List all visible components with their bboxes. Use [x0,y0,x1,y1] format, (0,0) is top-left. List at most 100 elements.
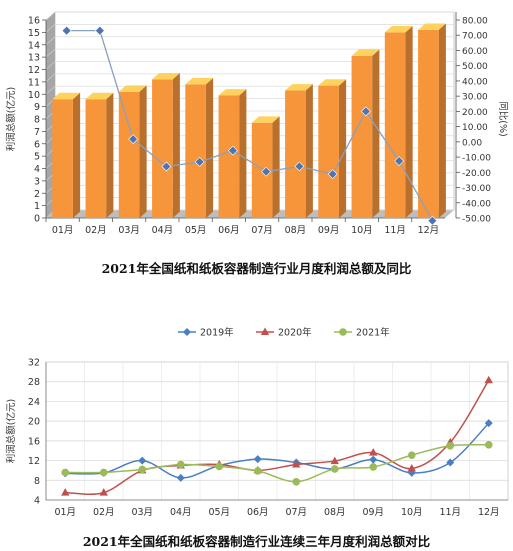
y-tick-label: 12 [28,456,40,467]
x-tick-label: 10月 [401,507,423,518]
y2-tick-label: -50.00 [462,215,491,225]
bar-top [185,77,214,85]
bar [251,116,280,218]
y-axis-title: 利润总额(亿元) [5,399,17,463]
x-tick-label: 06月 [247,507,269,518]
bar [118,85,147,218]
bar-side [305,84,313,218]
y2-tick-label: -30.00 [462,184,491,194]
x-tick-label: 03月 [118,225,140,236]
bar-front [152,79,173,219]
bar-front [384,32,406,218]
x-tick-label: 01月 [52,225,74,236]
bar [351,49,380,219]
bar-side [72,92,81,218]
y-tick-label: 3 [34,176,40,187]
profit-yoy-bar-chart: 012345678910111213141516-50.00-40.00-30.… [5,11,509,236]
circle-marker [369,463,378,471]
legend-item: 2019年 [178,327,234,339]
x-tick-label: 12月 [418,225,440,236]
circle-marker [446,441,455,450]
bar-top [251,116,280,123]
bar [185,77,214,218]
y-tick-label: 16 [28,16,40,27]
circle-marker [61,468,70,477]
yoy-marker [327,169,338,180]
y-tick-label: 8 [34,476,40,487]
y-tick-label: 8 [34,115,40,126]
y-tick-label: 24 [28,397,40,408]
bar [85,92,114,218]
y2-tick-label: 50.00 [462,62,488,72]
triangle-marker [407,463,416,472]
bar-front [251,122,273,218]
x-tick-label: 02月 [93,507,115,518]
bar [218,89,247,219]
bar-front [85,99,107,218]
diamond-marker [484,419,493,428]
chart2-caption: 2021年全国纸和纸板容器制造行业连续三年月度利润总额对比 [82,534,431,549]
gridline-depth [45,61,56,70]
y-tick-label: 20 [28,417,40,428]
y-tick-label: 2 [34,189,40,200]
bar-side [205,77,214,218]
triangle-marker [61,488,70,496]
circle-marker [407,451,416,459]
bar-front [218,95,240,218]
bar-top [85,92,114,100]
bar-side [239,89,247,219]
y-tick-label: 6 [34,139,40,150]
circle-marker [99,468,108,477]
triangle-marker [292,460,301,468]
gridline-depth [45,48,56,58]
bar [285,84,313,218]
yoy-line [66,30,433,222]
circle-marker [138,465,147,474]
bar-front [185,84,206,218]
y2-tick-label: 0.00 [462,138,482,148]
x-tick-label: 06月 [218,225,240,236]
x-tick-label: 08月 [285,225,307,236]
y-tick-label: 1 [34,201,40,212]
gridline-depth [45,24,56,33]
bar-side [372,49,380,218]
bar-top [318,79,347,86]
diamond-marker [138,456,147,465]
bar [152,73,180,219]
y-tick-label: 5 [34,152,40,163]
y2-tick-label: 10.00 [462,123,488,133]
y-tick-label: 32 [28,358,40,369]
y-tick-label: 4 [34,164,40,175]
y2-tick-label: -20.00 [462,169,491,179]
gridline-depth [45,73,56,83]
bar-side [272,116,280,218]
y-axis-title: 利润总额(亿元) [5,87,17,151]
legend-label: 2020年 [278,327,312,339]
diamond-marker [446,458,455,467]
legend-item: 2021年 [334,327,390,339]
y-tick-label: 10 [28,90,40,101]
diamond-marker [183,328,191,336]
bar-front [351,55,373,219]
bar-side [139,85,147,218]
y2-tick-label: -40.00 [462,199,491,209]
y-tick-label: 14 [28,40,40,51]
x-tick-label: 02月 [85,225,107,236]
bar-top [152,73,180,80]
diamond-marker [253,455,262,464]
bar-top [285,84,313,91]
three-year-line-chart: 4 8 12 16 20 24 28 32 01月 02月 03月 04月 05月 06月 07月 08月 09… [5,327,509,518]
bar-side [338,79,347,218]
y2-tick-label: 40.00 [462,77,488,87]
triangle-marker [484,375,493,384]
circle-marker [253,467,262,475]
bar-front [118,91,140,218]
x-tick-label: 07月 [285,507,307,518]
y-tick-label: 4 [34,496,40,507]
bar-front [418,29,439,219]
x-tick-label: 11月 [439,507,461,518]
bar-front [285,90,306,218]
y-tick-label: 15 [28,28,40,39]
bar-front [52,99,73,218]
yoy-marker [294,161,305,172]
